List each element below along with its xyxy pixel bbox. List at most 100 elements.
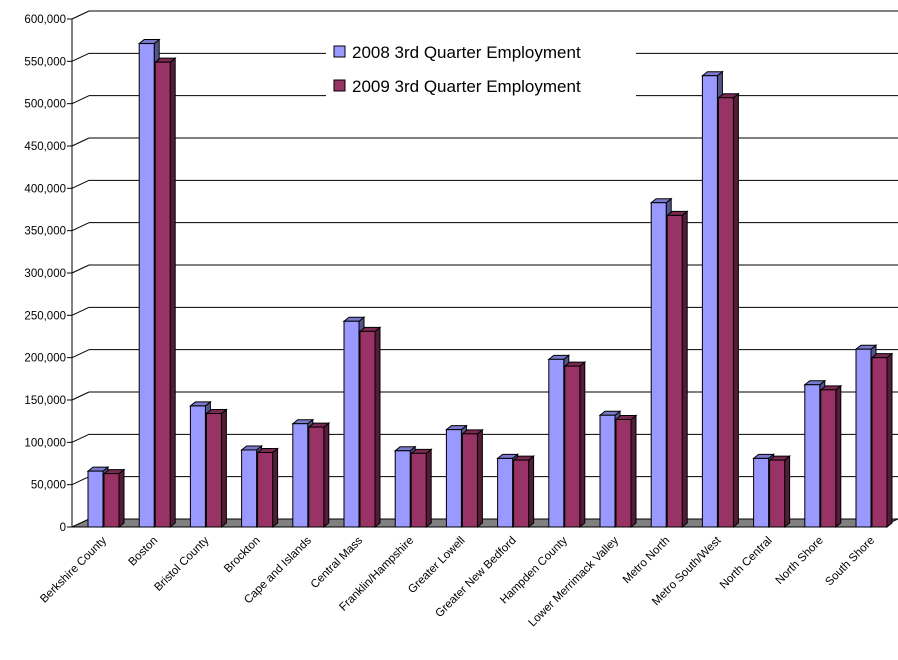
bar-side-face [272,447,279,529]
bar-2009 [153,57,177,529]
bar-2009 [768,455,792,529]
bar-front-face [154,61,171,528]
x-category-label: Boston [127,535,161,569]
legend-swatch-2008 [333,45,346,58]
y-tick-label: 100,000 [24,437,66,449]
bar-side-face [784,455,791,529]
bar-front-face [292,423,309,528]
bar-front-face [769,459,786,528]
bar-side-face [528,455,535,529]
x-category-label: South Shore [823,535,877,589]
x-category-label: Brockton [222,535,263,576]
bar-front-face [753,457,770,528]
bar-front-face [189,405,206,528]
bar-2009 [563,361,587,529]
x-category-label: Lower Merrimack Valley [526,534,621,629]
bar-front-face [410,452,427,528]
legend-background [326,38,636,100]
bar-front-face [394,450,411,528]
x-category-label: Berkshire County [38,534,109,605]
y-tick-label: 500,000 [24,99,66,111]
bar-front-face [359,330,376,528]
y-tick-label: 250,000 [24,310,66,322]
y-tick-label: 550,000 [24,56,66,68]
y-tick-label: 600,000 [24,14,66,26]
bar-front-face [548,358,565,528]
x-category-label: North Central [718,535,775,592]
bar-side-face [886,352,893,529]
bar-front-face [666,214,683,528]
bar-2009 [102,468,126,529]
bar-front-face [855,348,872,528]
gridline-diagonal [71,349,90,359]
y-tick-label: 200,000 [24,353,66,365]
gridline-diagonal [71,264,90,274]
bars [86,38,894,529]
bar-side-face [732,92,739,529]
bar-front-face [241,449,258,528]
y-tick-label: 0 [60,522,66,534]
x-category-label: North Shore [774,535,826,587]
legend-swatch-2009 [333,79,346,92]
bar-front-face [103,473,120,528]
bar-2009 [256,447,280,529]
bar-2009 [819,384,843,529]
y-tick-label: 350,000 [24,226,66,238]
bar-2009 [512,455,536,529]
bar-2009 [307,422,331,529]
bar-front-face [599,414,616,528]
bar-front-face [804,384,821,528]
y-tick-label: 50,000 [31,480,66,492]
bar-front-face [257,451,274,528]
bar-side-face [835,384,842,529]
bar-2009 [460,428,484,529]
x-category-label: Central Mass [309,534,366,591]
gridline-diagonal [71,137,90,147]
y-tick-label: 450,000 [24,141,66,153]
bar-side-face [374,326,381,529]
bar-side-face [323,422,330,529]
bar-2009 [358,326,382,529]
bar-front-face [701,75,718,528]
bar-front-face [564,365,581,528]
bar-2009 [716,92,740,529]
bar-front-face [461,433,478,528]
x-category-label: Metro North [621,535,672,586]
gridline-diagonal [71,476,90,486]
bar-front-face [717,97,734,528]
bar-side-face [579,361,586,529]
y-tick-label: 400,000 [24,183,66,195]
bar-2009 [204,408,228,529]
bar-side-face [476,428,483,529]
bar-side-face [118,468,125,529]
bar-2009 [409,448,433,529]
gridline-diagonal [71,179,90,189]
bar-side-face [630,414,637,529]
gridline-diagonal [71,52,90,62]
bar-front-face [820,389,837,528]
bar-front-face [87,470,104,528]
bar-front-face [497,457,514,528]
bar-side-face [681,210,688,529]
bar-front-face [205,413,222,528]
bar-front-face [343,320,360,528]
bar-front-face [138,43,155,528]
bar-2009 [870,352,894,529]
bar-2009 [665,210,689,529]
bar-2009 [614,414,638,529]
gridline-diagonal [71,391,90,401]
gridlines [71,10,898,486]
legend-label-2008: 2008 3rd Quarter Employment [352,43,581,62]
y-tick-label: 150,000 [24,395,66,407]
bar-side-face [425,448,432,529]
gridline-diagonal [71,222,90,232]
bar-front-face [650,202,667,528]
y-tick-label: 300,000 [24,268,66,280]
gridline-diagonal [71,95,90,105]
gridline-diagonal [71,433,90,443]
legend-label-2009: 2009 3rd Quarter Employment [352,77,581,96]
bar-front-face [871,357,888,528]
bar-front-face [513,459,530,528]
